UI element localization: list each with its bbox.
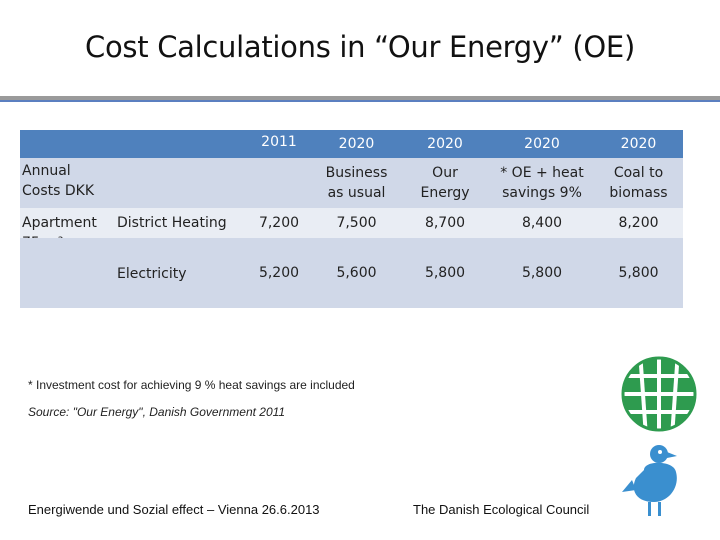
header-year: 2011 [245, 130, 313, 158]
header-year: 2020 [490, 130, 594, 158]
row-label-district-heating: District Heating [109, 208, 245, 238]
value-cell: 5,800 [400, 238, 490, 308]
empty-cell [20, 238, 109, 308]
empty-cell [109, 158, 245, 208]
value-cell: 8,200 [594, 208, 683, 238]
footnote: * Investment cost for achieving 9 % heat… [28, 378, 355, 392]
header-year: 2020 [594, 130, 683, 158]
value-cell: 5,800 [490, 238, 594, 308]
value-cell: 5,200 [245, 238, 313, 308]
footer-organization: The Danish Ecological Council [413, 502, 590, 517]
danish-ecological-council-logo-icon [621, 356, 697, 516]
scenario-label: * OE + heat savings 9% [490, 158, 594, 208]
header-empty-cell [20, 130, 109, 158]
slide-title: Cost Calculations in “Our Energy” (OE) [85, 30, 635, 64]
header-year: 2020 [313, 130, 400, 158]
footer-event: Energiwende und Sozial effect – Vienna 2… [28, 502, 320, 517]
scenario-label: Our Energy [400, 158, 490, 208]
value-cell: 7,500 [313, 208, 400, 238]
empty-cell [245, 158, 313, 208]
title-divider-accent [0, 100, 720, 102]
globe-icon [621, 356, 697, 432]
scenario-label: Business as usual [313, 158, 400, 208]
source-note: Source: "Our Energy", Danish Government … [28, 405, 286, 419]
header-empty-cell [109, 130, 245, 158]
value-cell: 8,400 [490, 208, 594, 238]
header-year: 2020 [400, 130, 490, 158]
value-cell: 5,600 [313, 238, 400, 308]
value-cell: 5,800 [594, 238, 683, 308]
title-divider [0, 96, 720, 100]
row-label-electricity: Electricity [109, 238, 245, 308]
scenario-label: Coal to biomass [594, 158, 683, 208]
row-group-apartment: Apartment 75 m² [20, 208, 109, 251]
value-cell: 7,200 [245, 208, 313, 238]
bird-icon [622, 445, 677, 516]
value-cell: 8,700 [400, 208, 490, 238]
row-label-annual-costs: Annual Costs DKK [20, 158, 109, 208]
